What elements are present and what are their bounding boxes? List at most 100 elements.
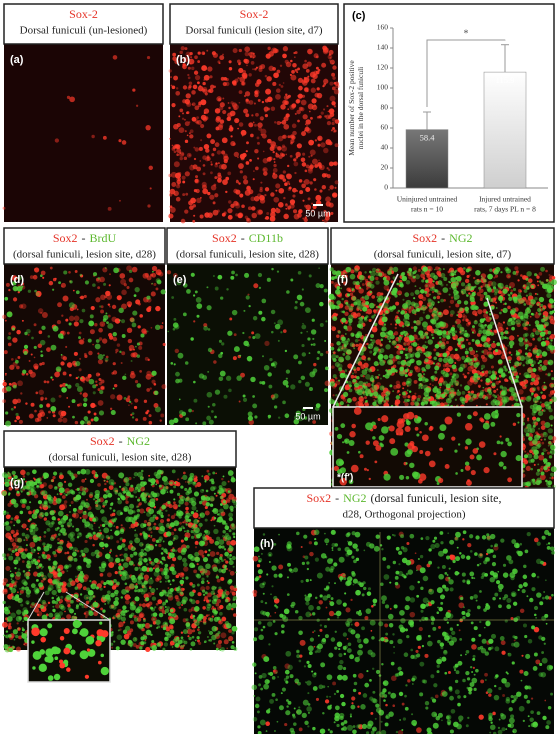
cell (457, 389, 460, 392)
cell (182, 312, 187, 317)
cell (481, 364, 486, 369)
cell (537, 337, 542, 342)
cell (400, 331, 404, 336)
cell (173, 363, 176, 366)
cell (547, 344, 552, 349)
cell (217, 274, 223, 280)
cell (303, 416, 308, 420)
cell (356, 375, 360, 380)
cell (98, 410, 105, 416)
cell (37, 416, 42, 422)
cell (544, 321, 550, 327)
cell (428, 268, 431, 272)
cell (151, 370, 157, 376)
cell (358, 274, 365, 281)
cell (489, 317, 492, 320)
cell (184, 139, 189, 144)
cell (228, 67, 233, 71)
cell (465, 318, 469, 322)
cell (33, 323, 37, 327)
cell (356, 312, 361, 317)
cell (520, 316, 524, 320)
cell (328, 53, 331, 56)
cell (433, 356, 437, 361)
cell (437, 271, 442, 277)
cell (330, 342, 334, 347)
cell (332, 130, 336, 133)
cell (490, 421, 496, 427)
cell (528, 324, 531, 326)
cell (395, 380, 401, 386)
cell (537, 307, 542, 313)
cell (491, 370, 495, 374)
cell (290, 278, 294, 282)
cell (179, 156, 183, 161)
cell (468, 292, 471, 295)
panel-subtitle: (dorsal funiculi, lesion site, d28) (176, 249, 319, 261)
cell (318, 201, 322, 205)
cell (493, 313, 499, 320)
cell (108, 485, 114, 490)
cell (508, 286, 512, 289)
cell (278, 187, 285, 194)
cell (95, 380, 98, 383)
cell (99, 276, 105, 283)
panel-title: Sox2- CD11b (212, 231, 283, 245)
cell (421, 279, 425, 283)
cell (461, 401, 466, 405)
cell (398, 339, 401, 343)
cell (60, 354, 63, 356)
cell (301, 183, 306, 189)
cell (344, 369, 348, 372)
cell (370, 342, 375, 346)
cell (216, 96, 222, 102)
cell (531, 394, 533, 396)
cell (246, 185, 251, 191)
cell (221, 212, 226, 217)
cell (465, 438, 472, 445)
cell (276, 121, 281, 126)
cell (541, 365, 547, 371)
cell (376, 297, 382, 303)
cell (412, 352, 415, 355)
cell (517, 300, 522, 305)
cell (178, 606, 182, 609)
cell (532, 334, 534, 337)
cell (376, 296, 379, 298)
cell (418, 330, 424, 336)
cell (190, 613, 193, 616)
cell (467, 414, 472, 420)
cell (78, 368, 82, 372)
cell (197, 51, 201, 55)
cell (210, 163, 213, 166)
cell (88, 378, 95, 385)
cell (167, 587, 170, 589)
cell (483, 318, 486, 321)
cell (76, 386, 83, 393)
cell (284, 59, 289, 64)
cell (536, 353, 540, 357)
cell (308, 155, 311, 158)
cell (525, 277, 529, 281)
cell (78, 402, 83, 407)
title-segment: Sox2 (212, 231, 237, 245)
cell (275, 153, 280, 158)
cell (175, 87, 179, 90)
cell (252, 68, 255, 71)
cell (348, 314, 354, 321)
cell (172, 56, 177, 61)
cell (331, 306, 336, 310)
cell (439, 447, 443, 452)
cell (231, 309, 238, 316)
cell (508, 318, 513, 322)
cell (125, 397, 131, 403)
cell (190, 164, 193, 167)
cell (303, 179, 310, 185)
cell (395, 318, 401, 324)
cell (112, 55, 118, 60)
cell (260, 133, 263, 136)
cell (424, 422, 428, 426)
cell (90, 305, 95, 311)
title-segment: Sox-2 (69, 7, 98, 21)
cell (422, 311, 425, 314)
